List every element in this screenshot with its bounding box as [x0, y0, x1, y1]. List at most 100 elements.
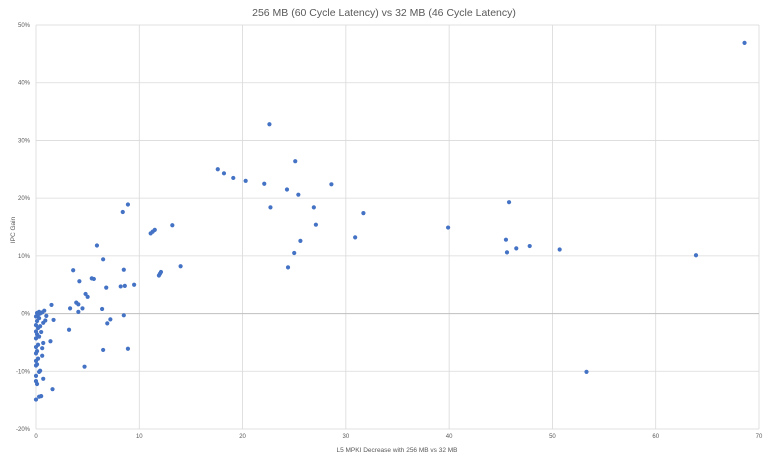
- data-point: [33, 351, 39, 356]
- x-tick-label: 70: [756, 434, 763, 440]
- data-point: [34, 318, 40, 324]
- data-point: [361, 211, 366, 216]
- data-point: [262, 181, 267, 186]
- data-point: [85, 294, 90, 299]
- data-point: [94, 243, 100, 248]
- data-point: [44, 313, 49, 318]
- data-point: [178, 264, 183, 269]
- data-point: [41, 376, 46, 381]
- data-point: [105, 321, 110, 326]
- data-point: [36, 334, 42, 339]
- data-point: [39, 329, 44, 335]
- data-point: [121, 267, 126, 272]
- data-point: [41, 340, 46, 346]
- data-point: [40, 353, 45, 358]
- data-point: [91, 276, 96, 282]
- chart-title: 256 MB (60 Cycle Latency) vs 32 MB (46 C…: [252, 7, 516, 19]
- y-axis-label: IPC Gain: [10, 216, 17, 243]
- data-point: [221, 171, 227, 176]
- axes: 0 10 20 30 40 50 60 70 -20% -10% 0% 10% 20% 30% 40% 50%: [16, 23, 763, 440]
- data-point: [231, 175, 236, 181]
- data-point: [353, 235, 358, 240]
- data-point: [284, 187, 290, 192]
- data-point: [215, 167, 220, 172]
- data-point: [35, 325, 41, 331]
- data-point: [67, 306, 73, 311]
- data-point: [293, 159, 298, 164]
- data-point: [285, 265, 291, 270]
- data-point: [33, 397, 39, 402]
- data-point: [77, 279, 82, 284]
- data-point: [742, 40, 747, 45]
- data-point: [122, 283, 127, 288]
- data-point: [33, 358, 39, 363]
- x-tick-label: 50: [549, 434, 556, 440]
- data-point: [36, 369, 42, 374]
- data-point: [40, 346, 45, 351]
- data-point: [33, 314, 39, 319]
- data-point: [48, 339, 53, 344]
- gridlines: [35, 24, 760, 430]
- data-point: [108, 317, 113, 322]
- data-point: [243, 178, 248, 183]
- data-point: [527, 243, 532, 249]
- y-tick-label: 0%: [21, 312, 30, 318]
- y-tick-label: 30%: [18, 138, 31, 144]
- x-tick-label: 60: [652, 434, 659, 440]
- y-tick-label: 50%: [18, 23, 31, 29]
- data-point: [693, 253, 699, 258]
- data-point: [268, 205, 273, 210]
- data-point: [557, 247, 562, 252]
- data-point: [76, 309, 81, 314]
- data-point: [313, 222, 319, 227]
- y-tick-label: 40%: [18, 81, 31, 87]
- data-point: [267, 122, 272, 127]
- data-point: [49, 302, 54, 308]
- x-tick-label: 30: [343, 434, 350, 440]
- data-point: [33, 363, 39, 368]
- data-point: [71, 268, 76, 273]
- data-point: [80, 306, 85, 311]
- data-point: [51, 317, 56, 323]
- data-point: [503, 237, 509, 242]
- data-point: [50, 387, 55, 392]
- data-point: [76, 302, 81, 307]
- data-point: [292, 250, 297, 256]
- data-point: [506, 200, 512, 205]
- data-point: [33, 373, 39, 379]
- x-axis-label: L5 MPKI Decrease with 256 MB vs 32 MB: [336, 447, 457, 454]
- data-point: [101, 257, 106, 262]
- data-point: [101, 347, 106, 353]
- y-tick-label: 10%: [18, 254, 31, 260]
- data-point: [311, 205, 316, 210]
- data-point: [446, 225, 451, 230]
- data-point: [504, 250, 510, 255]
- data-point: [298, 238, 303, 243]
- data-point: [100, 306, 105, 312]
- data-point: [33, 336, 39, 341]
- data-point: [125, 202, 131, 207]
- data-point: [329, 182, 334, 187]
- data-point: [33, 344, 39, 350]
- data-point: [34, 381, 40, 387]
- data-point: [296, 192, 301, 197]
- data-point: [41, 320, 46, 325]
- y-tick-label: -10%: [16, 369, 31, 375]
- data-point: [36, 394, 42, 399]
- data-point: [118, 284, 123, 289]
- data-point: [66, 327, 72, 332]
- data-point: [125, 346, 131, 351]
- data-point: [121, 313, 126, 318]
- data-points: [33, 40, 747, 402]
- data-point: [82, 364, 87, 369]
- y-tick-label: 20%: [18, 196, 31, 202]
- data-point: [514, 246, 519, 251]
- x-tick-label: 0: [34, 434, 38, 440]
- x-tick-label: 10: [136, 434, 143, 440]
- data-point: [584, 369, 589, 374]
- data-point: [120, 209, 125, 215]
- data-point: [132, 282, 137, 287]
- x-tick-label: 20: [239, 434, 246, 440]
